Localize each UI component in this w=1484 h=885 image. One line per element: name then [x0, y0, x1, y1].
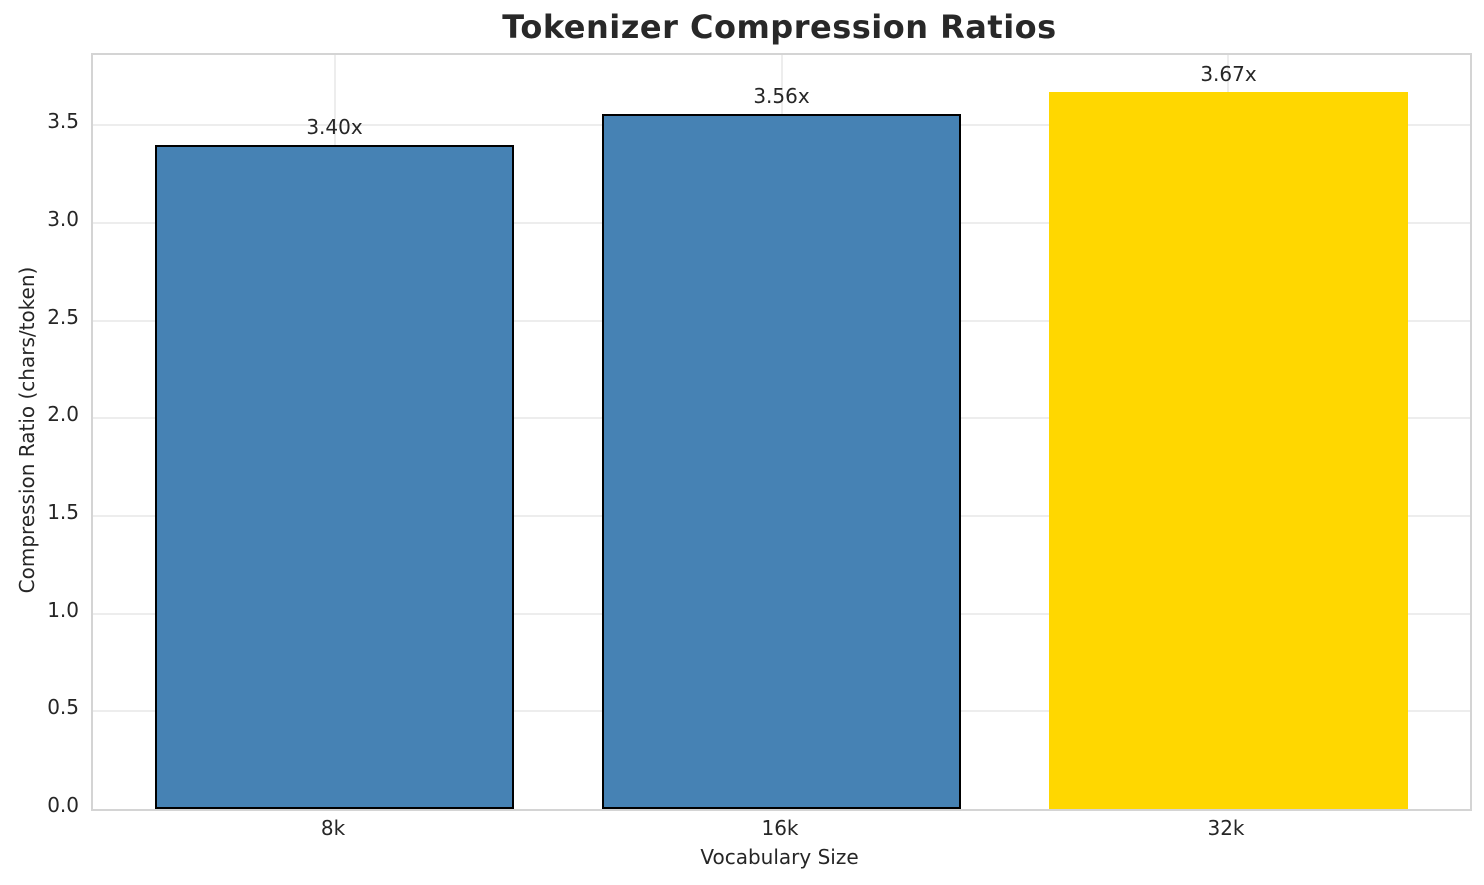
plot-area: 3.40x 3.56x 3.67x [91, 53, 1472, 811]
bar-value-label: 3.40x [306, 115, 363, 139]
y-tick-label: 0.5 [47, 695, 79, 719]
y-tick-label: 3.5 [47, 109, 79, 133]
y-tick-label: 1.5 [47, 500, 79, 524]
bar-8k [155, 145, 514, 809]
chart-title: Tokenizer Compression Ratios [502, 8, 1057, 46]
x-axis-label: Vocabulary Size [700, 845, 859, 869]
bar-value-label: 3.56x [753, 84, 810, 108]
x-tick-label: 8k [320, 816, 346, 840]
y-tick-label: 3.0 [47, 207, 79, 231]
x-tick-label: 32k [1207, 816, 1245, 840]
bar-16k [602, 114, 961, 809]
y-tick-label: 1.0 [47, 598, 79, 622]
y-tick-label: 0.0 [47, 793, 79, 817]
bar-32k [1049, 92, 1408, 809]
y-tick-label: 2.0 [47, 402, 79, 426]
x-tick-label: 16k [761, 816, 799, 840]
bar-value-label: 3.67x [1200, 62, 1257, 86]
y-axis-label: Compression Ratio (chars/token) [15, 266, 39, 594]
y-tick-label: 2.5 [47, 305, 79, 329]
